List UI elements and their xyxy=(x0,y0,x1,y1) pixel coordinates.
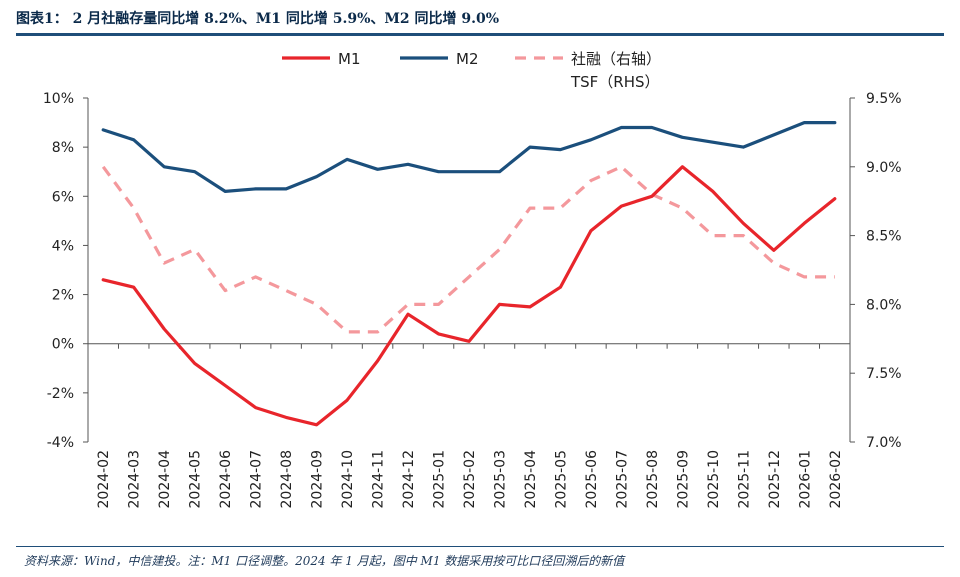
left-y-tick-label: 10% xyxy=(43,91,74,107)
footer-rule xyxy=(16,546,944,547)
right-y-tick-label: 9.0% xyxy=(866,160,902,176)
left-y-tick-label: -2% xyxy=(47,386,74,402)
x-tick-label: 2025-01 xyxy=(432,450,448,509)
figure-title: 图表1： 2 月社融存量同比增 8.2%、M1 同比增 5.9%、M2 同比增 … xyxy=(16,11,500,27)
x-tick-label: 2025-11 xyxy=(736,450,752,509)
x-tick-label: 2026-02 xyxy=(828,450,844,509)
x-tick-label: 2025-03 xyxy=(492,450,508,509)
legend-label-m2: M2 xyxy=(456,50,479,68)
left-y-tick-label: 0% xyxy=(52,337,74,353)
right-y-tick-label: 7.5% xyxy=(866,366,902,382)
series-layer xyxy=(101,121,837,427)
chart: M1 M2 社融（右轴） TSF（RHS） -4% -2% 0% 2% 4% 6% 8% 10% 7.… xyxy=(43,50,902,509)
right-y-tick-label: 7.0% xyxy=(866,435,902,451)
series-line-m2 xyxy=(101,121,837,193)
left-y-tick-label: 2% xyxy=(52,288,74,304)
x-tick-label: 2024-06 xyxy=(218,450,234,509)
x-tick-label: 2024-12 xyxy=(401,450,417,509)
x-tick-label: 2024-09 xyxy=(310,450,326,509)
x-tick-label: 2025-02 xyxy=(462,450,478,509)
x-tick-label: 2024-05 xyxy=(188,450,204,509)
x-tick-label: 2025-06 xyxy=(584,450,600,509)
x-tick-label: 2025-09 xyxy=(675,450,691,509)
figure-footer: 资料来源：Wind，中信建投。注：M1 口径调整。2024 年 1 月起，图中 … xyxy=(16,546,944,572)
x-tick-label: 2025-08 xyxy=(645,450,661,509)
legend: M1 M2 社融（右轴） TSF（RHS） xyxy=(282,50,661,91)
x-tick-label: 2025-12 xyxy=(767,450,783,509)
x-tick-label: 2025-10 xyxy=(706,450,722,509)
axes: -4% -2% 0% 2% 4% 6% 8% 10% 7.0% 7.5% 8.0% 8.5% 9.0% 9… xyxy=(43,91,902,509)
x-tick-label: 2024-04 xyxy=(157,450,173,509)
right-y-tick-label: 8.5% xyxy=(866,229,902,245)
legend-label-tsf: 社融（右轴） xyxy=(571,50,661,68)
left-y-tick-label: 4% xyxy=(52,238,74,254)
figure-header: 图表1： 2 月社融存量同比增 8.2%、M1 同比增 5.9%、M2 同比增 … xyxy=(16,6,944,36)
left-y-tick-label: 6% xyxy=(52,189,74,205)
x-tick-label: 2024-11 xyxy=(371,450,387,509)
x-tick-label: 2024-08 xyxy=(279,450,295,509)
x-tick-label: 2025-05 xyxy=(553,450,569,509)
x-tick-label: 2025-07 xyxy=(614,450,630,509)
series-line-tsf xyxy=(101,165,835,334)
right-y-tick-label: 8.0% xyxy=(866,297,902,313)
x-tick-label: 2024-02 xyxy=(96,450,112,509)
x-tick-label: 2024-07 xyxy=(249,450,265,509)
x-tick-label: 2025-04 xyxy=(523,450,539,509)
legend-label-tsf-en: TSF（RHS） xyxy=(570,73,660,91)
legend-label-m1: M1 xyxy=(338,50,361,68)
header-rule xyxy=(16,33,944,36)
source-note: 资料来源：Wind，中信建投。注：M1 口径调整。2024 年 1 月起，图中 … xyxy=(24,554,625,568)
x-tick-label: 2026-01 xyxy=(797,450,813,509)
right-y-tick-label: 9.5% xyxy=(866,91,902,107)
left-y-tick-label: 8% xyxy=(52,140,74,156)
series-line-m1 xyxy=(101,165,837,427)
x-tick-label: 2024-10 xyxy=(340,450,356,509)
left-y-tick-label: -4% xyxy=(47,435,74,451)
x-tick-label: 2024-03 xyxy=(127,450,143,509)
